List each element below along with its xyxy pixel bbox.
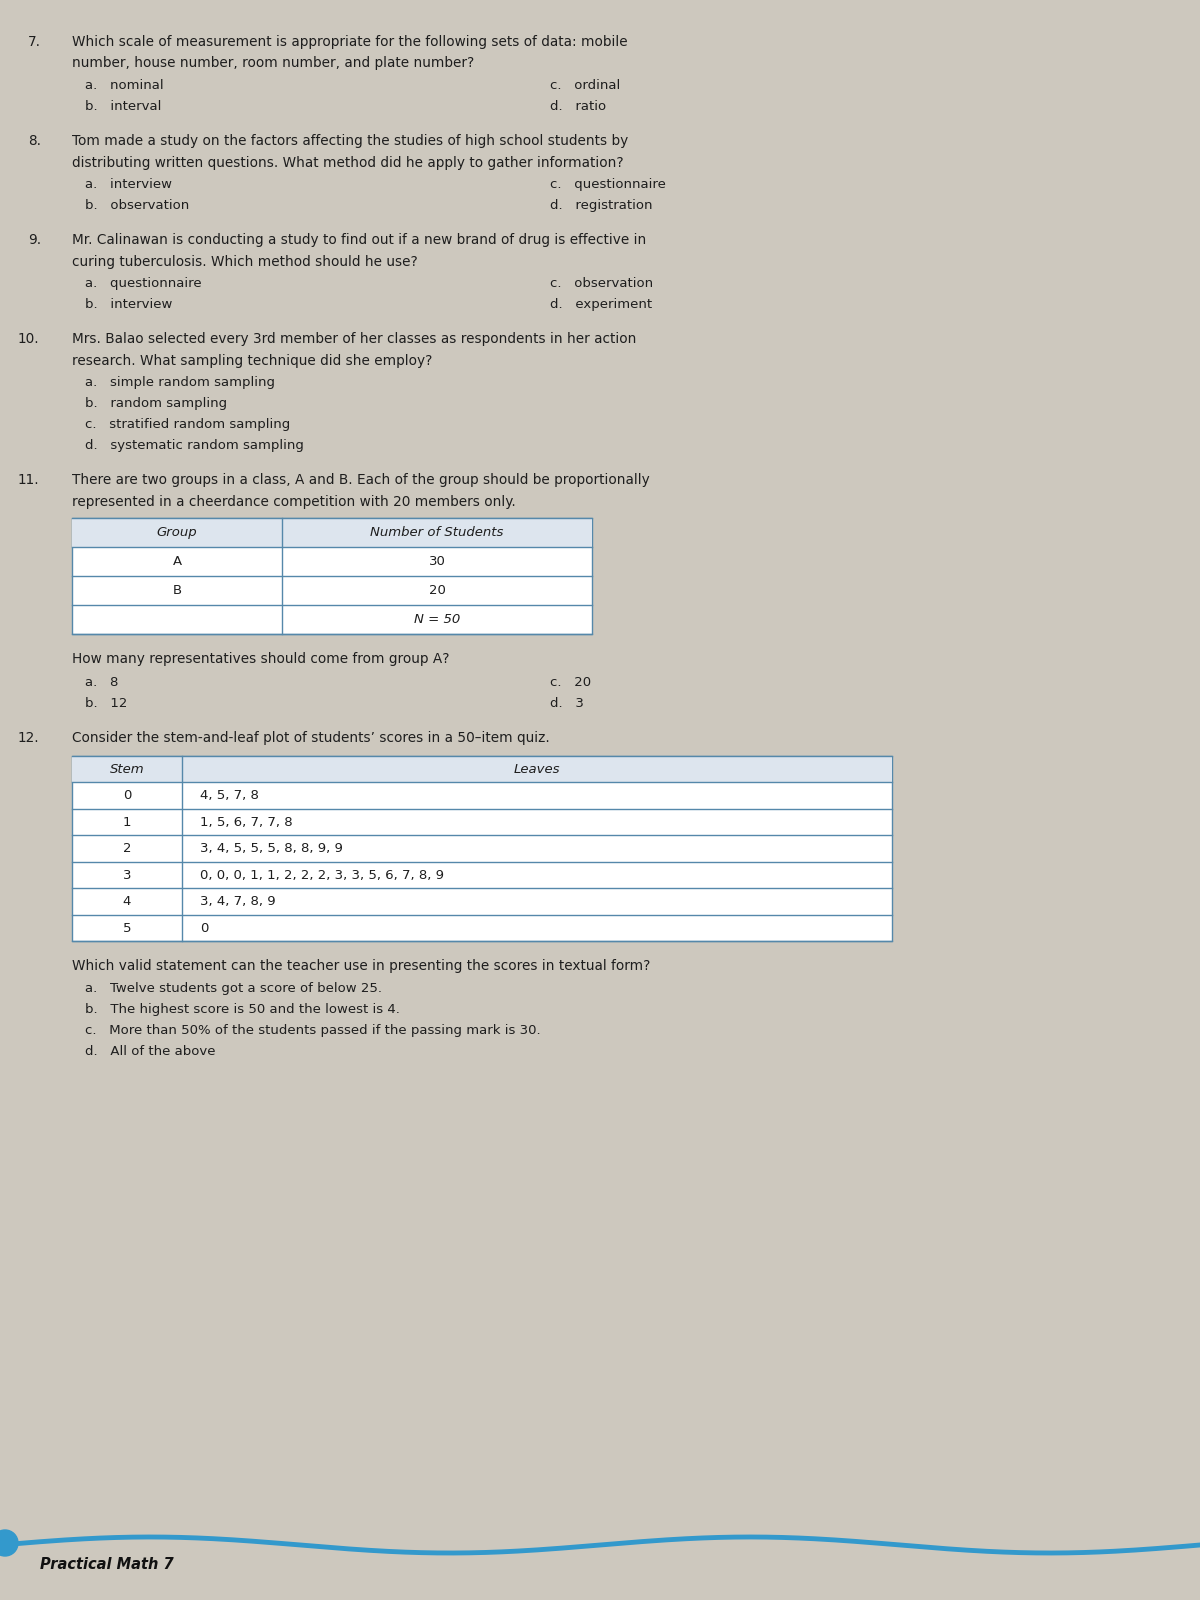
Text: d.   experiment: d. experiment	[550, 298, 652, 312]
Text: 5: 5	[122, 922, 131, 934]
Text: a.   8: a. 8	[85, 677, 119, 690]
Text: c.   20: c. 20	[550, 677, 592, 690]
Text: There are two groups in a class, A and B. Each of the group should be proportion: There are two groups in a class, A and B…	[72, 474, 649, 488]
Text: 2: 2	[122, 842, 131, 854]
Text: 1: 1	[122, 816, 131, 829]
Text: d.   registration: d. registration	[550, 198, 653, 213]
Text: distributing written questions. What method did he apply to gather information?: distributing written questions. What met…	[72, 155, 624, 170]
Text: How many representatives should come from group A?: How many representatives should come fro…	[72, 653, 450, 667]
Text: Which scale of measurement is appropriate for the following sets of data: mobile: Which scale of measurement is appropriat…	[72, 35, 628, 50]
Text: a.   interview: a. interview	[85, 178, 172, 190]
Text: A: A	[173, 555, 181, 568]
Text: c.   More than 50% of the students passed if the passing mark is 30.: c. More than 50% of the students passed …	[85, 1024, 541, 1037]
Text: c.   observation: c. observation	[550, 277, 653, 290]
Text: Tom made a study on the factors affecting the studies of high school students by: Tom made a study on the factors affectin…	[72, 134, 629, 149]
Text: 0, 0, 0, 1, 1, 2, 2, 2, 3, 3, 5, 6, 7, 8, 9: 0, 0, 0, 1, 1, 2, 2, 2, 3, 3, 5, 6, 7, 8…	[200, 869, 444, 882]
Text: 7.: 7.	[28, 35, 41, 50]
Text: Stem: Stem	[109, 763, 144, 776]
Text: 0: 0	[122, 789, 131, 802]
Bar	[72, 518, 592, 635]
Text: 4: 4	[122, 894, 131, 909]
Text: research. What sampling technique did she employ?: research. What sampling technique did sh…	[72, 354, 432, 368]
Text: c.   questionnaire: c. questionnaire	[550, 178, 666, 190]
Text: 3, 4, 5, 5, 5, 8, 8, 9, 9: 3, 4, 5, 5, 5, 8, 8, 9, 9	[200, 842, 343, 854]
Text: represented in a cheerdance competition with 20 members only.: represented in a cheerdance competition …	[72, 494, 516, 509]
Text: c.   stratified random sampling: c. stratified random sampling	[85, 418, 290, 432]
Text: b.   interval: b. interval	[85, 101, 161, 114]
Text: Group: Group	[157, 526, 197, 539]
Text: 3: 3	[122, 869, 131, 882]
Text: d.   ratio: d. ratio	[550, 101, 606, 114]
Text: Which valid statement can the teacher use in presenting the scores in textual fo: Which valid statement can the teacher us…	[72, 960, 650, 973]
Text: Number of Students: Number of Students	[371, 526, 504, 539]
Text: 0: 0	[200, 922, 209, 934]
Text: 30: 30	[428, 555, 445, 568]
Text: b.   random sampling: b. random sampling	[85, 397, 227, 410]
Text: a.   Twelve students got a score of below 25.: a. Twelve students got a score of below …	[85, 982, 382, 995]
Bar	[72, 755, 892, 782]
Text: N = 50: N = 50	[414, 613, 460, 627]
Bar	[72, 518, 592, 547]
Text: Practical Math 7: Practical Math 7	[40, 1557, 174, 1571]
Text: 3, 4, 7, 8, 9: 3, 4, 7, 8, 9	[200, 894, 276, 909]
Text: 1, 5, 6, 7, 7, 8: 1, 5, 6, 7, 7, 8	[200, 816, 293, 829]
Text: a.   simple random sampling: a. simple random sampling	[85, 376, 275, 389]
Text: Leaves: Leaves	[514, 763, 560, 776]
Text: Consider the stem-and-leaf plot of students’ scores in a 50–item quiz.: Consider the stem-and-leaf plot of stude…	[72, 731, 550, 746]
Circle shape	[0, 1530, 18, 1555]
Text: 20: 20	[428, 584, 445, 597]
Bar	[72, 755, 892, 941]
Text: d.   systematic random sampling: d. systematic random sampling	[85, 440, 304, 453]
Text: d.   All of the above: d. All of the above	[85, 1045, 216, 1058]
Text: number, house number, room number, and plate number?: number, house number, room number, and p…	[72, 56, 474, 70]
Text: b.   interview: b. interview	[85, 298, 173, 312]
Text: 8.: 8.	[28, 134, 41, 149]
Text: curing tuberculosis. Which method should he use?: curing tuberculosis. Which method should…	[72, 254, 418, 269]
Text: b.   The highest score is 50 and the lowest is 4.: b. The highest score is 50 and the lowes…	[85, 1003, 400, 1016]
Text: a.   questionnaire: a. questionnaire	[85, 277, 202, 290]
Text: B: B	[173, 584, 181, 597]
Text: Mr. Calinawan is conducting a study to find out if a new brand of drug is effect: Mr. Calinawan is conducting a study to f…	[72, 234, 647, 246]
Text: b.   12: b. 12	[85, 698, 127, 710]
Text: 11.: 11.	[18, 474, 40, 488]
Text: 10.: 10.	[18, 333, 40, 346]
Text: Mrs. Balao selected every 3rd member of her classes as respondents in her action: Mrs. Balao selected every 3rd member of …	[72, 333, 636, 346]
Text: d.   3: d. 3	[550, 698, 584, 710]
Text: 4, 5, 7, 8: 4, 5, 7, 8	[200, 789, 259, 802]
Text: 9.: 9.	[28, 234, 41, 246]
Text: a.   nominal: a. nominal	[85, 78, 163, 93]
Text: b.   observation: b. observation	[85, 198, 190, 213]
Text: 12.: 12.	[18, 731, 40, 746]
Text: c.   ordinal: c. ordinal	[550, 78, 620, 93]
